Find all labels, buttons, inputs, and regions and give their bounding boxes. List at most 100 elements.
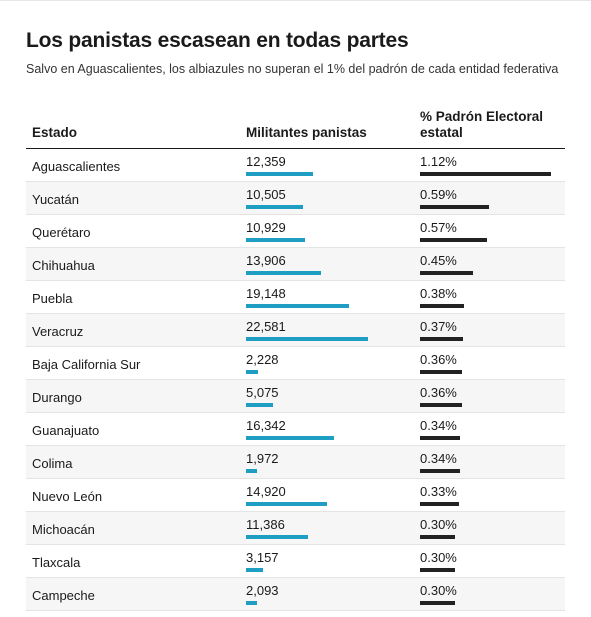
militantes-cell: 22,581 <box>240 313 414 347</box>
table-row: Colima 1,972 0.34% <box>26 445 565 479</box>
militantes-cell: 16,342 <box>240 412 414 446</box>
estado-cell: Yucatán <box>26 181 240 215</box>
militantes-value: 22,581 <box>246 319 286 334</box>
padron-cell: 0.36% <box>414 346 565 380</box>
padron-bar <box>420 205 489 209</box>
padron-cell: 0.30% <box>414 511 565 545</box>
estado-cell: Guanajuato <box>26 412 240 446</box>
table-header-row: Estado Militantes panistas % Padrón Elec… <box>26 97 565 149</box>
padron-bar <box>420 304 465 308</box>
padron-cell: 0.33% <box>414 478 565 512</box>
militantes-bar <box>246 337 368 341</box>
table-row: Michoacán 11,386 0.30% <box>26 511 565 545</box>
padron-value: 0.36% <box>420 352 457 367</box>
table-row: Aguascalientes 12,359 1.12% <box>26 148 565 182</box>
militantes-value: 10,929 <box>246 220 286 235</box>
militantes-bar <box>246 304 350 308</box>
militantes-bar <box>246 502 327 506</box>
chart-title: Los panistas escasean en todas partes <box>26 29 409 52</box>
militantes-bar <box>246 535 308 539</box>
padron-bar <box>420 568 456 572</box>
militantes-value: 10,505 <box>246 187 286 202</box>
padron-bar <box>420 469 460 473</box>
estado-cell: Durango <box>26 379 240 413</box>
militantes-cell: 12,359 <box>240 148 414 182</box>
padron-value: 0.34% <box>420 451 457 466</box>
militantes-bar <box>246 205 303 209</box>
table-row: Durango 5,075 0.36% <box>26 379 565 413</box>
padron-bar <box>420 535 456 539</box>
estado-cell: Puebla <box>26 280 240 314</box>
padron-cell: 0.59% <box>414 181 565 215</box>
estado-cell: Chihuahua <box>26 247 240 281</box>
militantes-bar <box>246 469 257 473</box>
militantes-value: 16,342 <box>246 418 286 433</box>
padron-cell: 1.12% <box>414 148 565 182</box>
militantes-cell: 5,075 <box>240 379 414 413</box>
estado-cell: Querétaro <box>26 214 240 248</box>
padron-value: 0.38% <box>420 286 457 301</box>
militantes-cell: 2,093 <box>240 577 414 611</box>
militantes-cell: 10,929 <box>240 214 414 248</box>
militantes-bar <box>246 601 258 605</box>
padron-value: 1.12% <box>420 154 457 169</box>
militantes-cell: 2,228 <box>240 346 414 380</box>
militantes-cell: 10,505 <box>240 181 414 215</box>
padron-value: 0.57% <box>420 220 457 235</box>
table-row: Tlaxcala 3,157 0.30% <box>26 544 565 578</box>
column-header-estado[interactable]: Estado <box>26 97 240 149</box>
militantes-value: 2,228 <box>246 352 279 367</box>
padron-bar <box>420 502 459 506</box>
padron-bar <box>420 601 456 605</box>
padron-cell: 0.30% <box>414 577 565 611</box>
table-row: Baja California Sur 2,228 0.36% <box>26 346 565 380</box>
militantes-value: 5,075 <box>246 385 279 400</box>
militantes-value: 3,157 <box>246 550 279 565</box>
padron-value: 0.59% <box>420 187 457 202</box>
militantes-bar <box>246 370 259 374</box>
padron-bar <box>420 370 463 374</box>
estado-cell: Aguascalientes <box>26 148 240 182</box>
militantes-cell: 19,148 <box>240 280 414 314</box>
table-body: Aguascalientes 12,359 1.12% Yucatán 10,505 0.… <box>26 148 565 611</box>
padron-cell: 0.30% <box>414 544 565 578</box>
militantes-value: 2,093 <box>246 583 279 598</box>
column-header-padron[interactable]: % Padrón Electoral estatal <box>414 97 565 149</box>
militantes-bar <box>246 403 274 407</box>
padron-bar <box>420 403 463 407</box>
estado-cell: Campeche <box>26 577 240 611</box>
table-row: Nuevo León 14,920 0.33% <box>26 478 565 512</box>
militantes-bar <box>246 436 335 440</box>
table-row: Veracruz 22,581 0.37% <box>26 313 565 347</box>
column-header-militantes[interactable]: Militantes panistas <box>240 97 414 149</box>
padron-bar <box>420 337 464 341</box>
padron-value: 0.45% <box>420 253 457 268</box>
padron-bar <box>420 172 551 176</box>
estado-cell: Colima <box>26 445 240 479</box>
padron-cell: 0.57% <box>414 214 565 248</box>
militantes-cell: 1,972 <box>240 445 414 479</box>
militantes-value: 1,972 <box>246 451 279 466</box>
padron-bar <box>420 271 473 275</box>
padron-value: 0.30% <box>420 517 457 532</box>
militantes-cell: 11,386 <box>240 511 414 545</box>
padron-value: 0.30% <box>420 550 457 565</box>
table-row: Guanajuato 16,342 0.34% <box>26 412 565 446</box>
padron-cell: 0.37% <box>414 313 565 347</box>
estado-cell: Michoacán <box>26 511 240 545</box>
padron-value: 0.34% <box>420 418 457 433</box>
estado-cell: Baja California Sur <box>26 346 240 380</box>
estado-cell: Veracruz <box>26 313 240 347</box>
padron-cell: 0.34% <box>414 412 565 446</box>
padron-value: 0.33% <box>420 484 457 499</box>
padron-value: 0.30% <box>420 583 457 598</box>
data-table: Estado Militantes panistas % Padrón Elec… <box>26 97 565 611</box>
table-row: Yucatán 10,505 0.59% <box>26 181 565 215</box>
militantes-cell: 13,906 <box>240 247 414 281</box>
table-row: Puebla 19,148 0.38% <box>26 280 565 314</box>
estado-cell: Tlaxcala <box>26 544 240 578</box>
militantes-cell: 14,920 <box>240 478 414 512</box>
padron-value: 0.36% <box>420 385 457 400</box>
militantes-bar <box>246 172 313 176</box>
chart-subtitle: Salvo en Aguascalientes, los albiazules … <box>26 62 559 76</box>
